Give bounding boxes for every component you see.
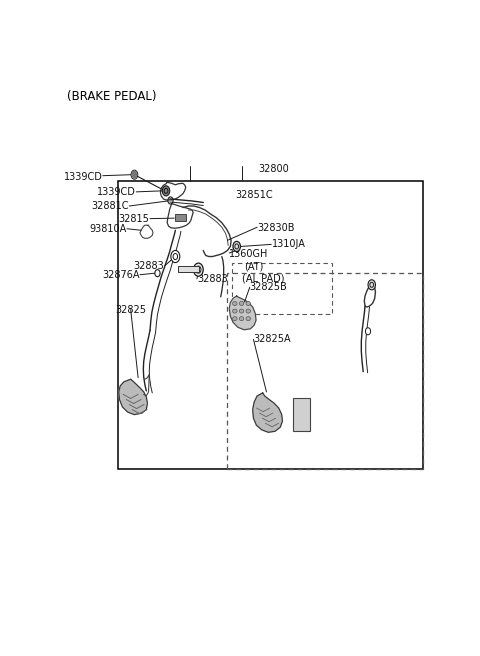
- Bar: [118, 181, 423, 468]
- Text: (AT): (AT): [244, 262, 264, 272]
- Circle shape: [171, 251, 180, 262]
- Bar: [232, 263, 332, 314]
- Text: 1310JA: 1310JA: [272, 239, 306, 249]
- Ellipse shape: [233, 302, 237, 306]
- Ellipse shape: [233, 309, 237, 313]
- Bar: [175, 214, 186, 221]
- Ellipse shape: [240, 302, 244, 306]
- Circle shape: [193, 263, 203, 276]
- Ellipse shape: [240, 309, 244, 313]
- Ellipse shape: [240, 317, 244, 321]
- Text: 32851C: 32851C: [235, 190, 273, 200]
- Text: 32815: 32815: [119, 214, 149, 224]
- Bar: [178, 266, 199, 272]
- Text: 1360GH: 1360GH: [229, 249, 269, 259]
- Ellipse shape: [233, 317, 237, 321]
- Text: 32876A: 32876A: [103, 270, 140, 279]
- Circle shape: [233, 241, 240, 251]
- Ellipse shape: [246, 302, 251, 306]
- Circle shape: [368, 279, 375, 290]
- Text: 93810A: 93810A: [90, 224, 127, 234]
- Polygon shape: [119, 379, 147, 415]
- Ellipse shape: [246, 317, 251, 321]
- Circle shape: [132, 171, 137, 178]
- Text: 32883: 32883: [133, 260, 164, 271]
- Text: 32830B: 32830B: [257, 223, 295, 233]
- Text: 32825B: 32825B: [250, 282, 288, 293]
- Text: 32825A: 32825A: [253, 335, 291, 344]
- Text: (BRAKE PEDAL): (BRAKE PEDAL): [67, 90, 157, 103]
- Text: 1339CD: 1339CD: [97, 188, 136, 197]
- Text: 1339CD: 1339CD: [64, 173, 103, 182]
- Ellipse shape: [246, 309, 251, 313]
- Text: (AL PAD): (AL PAD): [242, 274, 285, 284]
- Circle shape: [162, 186, 170, 196]
- Bar: [228, 273, 423, 468]
- Circle shape: [155, 270, 160, 277]
- Polygon shape: [229, 296, 256, 330]
- Text: 32881C: 32881C: [91, 201, 129, 211]
- Bar: [292, 398, 311, 431]
- Text: 32800: 32800: [259, 163, 289, 174]
- Circle shape: [365, 328, 371, 335]
- Text: 32883: 32883: [197, 274, 228, 284]
- Text: 32825: 32825: [116, 304, 147, 315]
- Polygon shape: [252, 393, 282, 432]
